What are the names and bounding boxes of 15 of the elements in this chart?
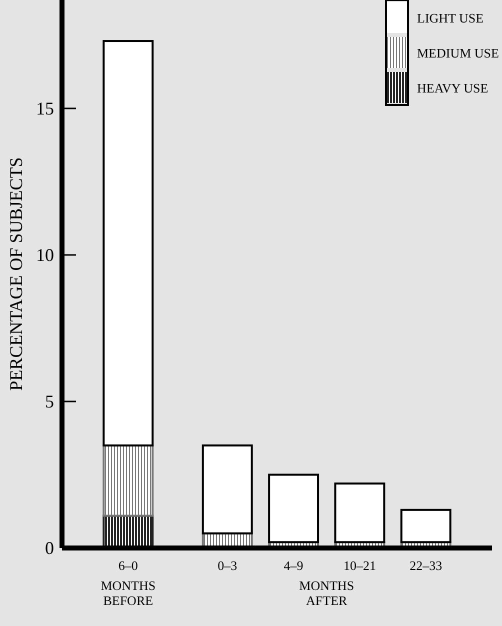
y-tick-label: 5 <box>45 391 54 412</box>
x-tick-label: 4–9 <box>284 558 304 573</box>
text: MONTHS AFTER <box>299 578 354 608</box>
y-tick-label: 10 <box>36 244 54 265</box>
x-tick-label: 22–33 <box>410 558 442 573</box>
y-tick-label: 15 <box>36 98 54 118</box>
legend-label: LIGHT USE <box>417 10 484 26</box>
legend-label: MEDIUM USE <box>417 46 500 60</box>
x-tick-label: 10–21 <box>343 558 376 573</box>
legend-label: HEAVY USE <box>417 80 488 96</box>
y-tick-label: 0 <box>45 538 54 558</box>
y-axis-title: PERCENTAGE OF SUBJECTS <box>6 157 26 391</box>
text: MONTHS BEFORE <box>100 578 156 608</box>
x-tick-label: 6–0 <box>118 558 138 573</box>
x-tick-label: 0–3 <box>218 558 238 573</box>
